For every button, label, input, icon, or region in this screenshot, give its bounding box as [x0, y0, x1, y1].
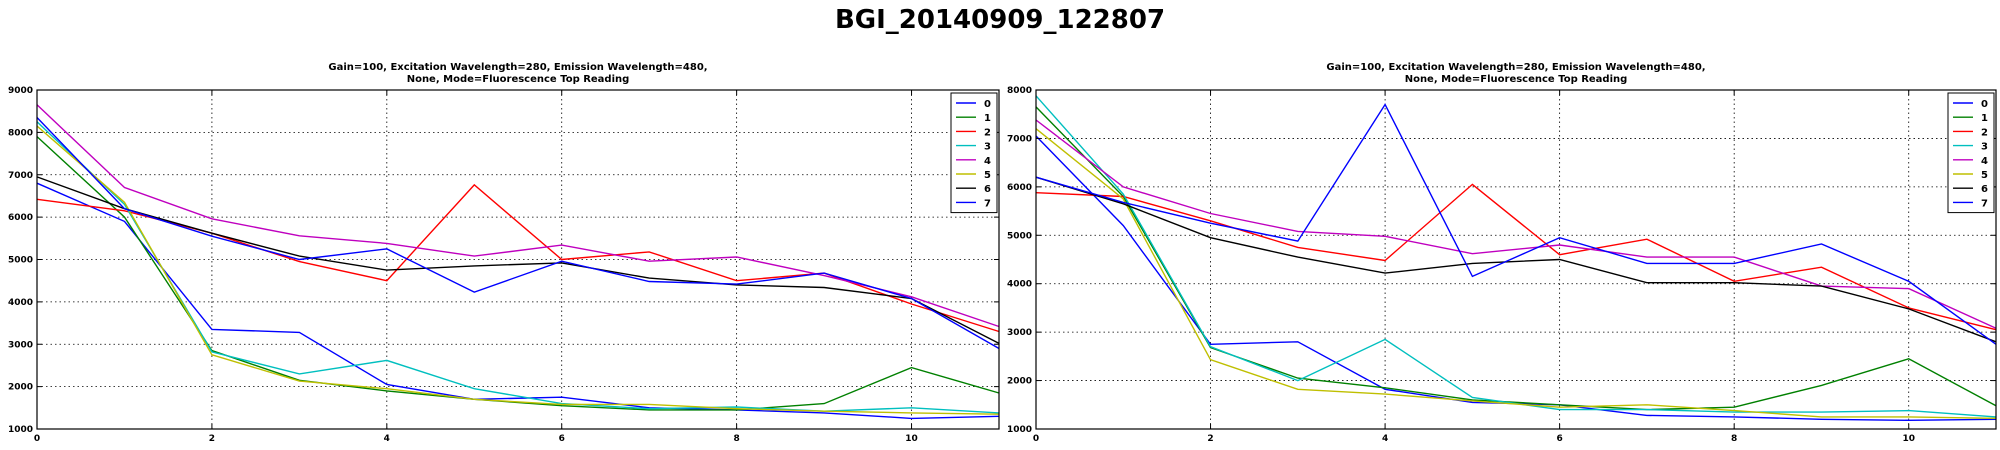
legend-box: [950, 92, 998, 214]
x-tick-label: 2: [1207, 434, 1213, 444]
legend-label-2: 2: [984, 127, 991, 138]
chart-panel-left: Gain=100, Excitation Wavelength=280, Emi…: [8, 62, 1000, 444]
legend-label-4: 4: [1981, 156, 1988, 167]
series-line-5: [1035, 128, 1997, 419]
y-tick-label: 1000: [8, 425, 33, 435]
plot-frame: [1035, 89, 1997, 430]
y-tick-label: 5000: [8, 256, 33, 266]
x-tick-label: 8: [734, 434, 740, 444]
legend-label-0: 0: [1981, 99, 1988, 110]
series-line-6: [36, 176, 1000, 345]
series-line-1: [36, 136, 1000, 411]
x-tick-label: 0: [1033, 434, 1039, 444]
legend-label-6: 6: [1981, 184, 1988, 195]
y-tick-label: 3000: [1007, 328, 1032, 338]
chart-title-line: None, Mode=Fluorescence Top Reading: [407, 74, 630, 85]
y-tick-label: 4000: [8, 298, 33, 308]
legend-label-6: 6: [984, 184, 991, 195]
x-tick-label: 0: [34, 434, 40, 444]
x-tick-label: 6: [559, 434, 565, 444]
series-line-0: [36, 182, 1000, 420]
series-line-7: [36, 117, 1000, 350]
x-tick-label: 4: [1382, 434, 1388, 444]
chart-panel-right: Gain=100, Excitation Wavelength=280, Emi…: [1007, 62, 1997, 444]
y-tick-label: 3000: [8, 340, 33, 350]
series-line-3: [36, 121, 1000, 414]
x-tick-label: 6: [1557, 434, 1563, 444]
y-tick-label: 8000: [1007, 86, 1032, 96]
legend-label-7: 7: [1981, 198, 1988, 209]
series-line-1: [1035, 106, 1997, 411]
legend-label-0: 0: [984, 99, 991, 110]
series-line-2: [1035, 183, 1997, 331]
x-tick-label: 10: [905, 434, 918, 444]
y-tick-label: 5000: [1007, 231, 1032, 241]
y-tick-label: 7000: [1007, 134, 1032, 144]
legend-label-5: 5: [984, 170, 991, 181]
series-line-7: [1035, 103, 1997, 345]
legend-label-3: 3: [1981, 142, 1988, 153]
legend-label-5: 5: [1981, 170, 1988, 181]
legend-label-4: 4: [984, 156, 991, 167]
legend-label-1: 1: [1981, 113, 1988, 124]
figure-title: BGI_20140909_122807: [835, 5, 1165, 35]
y-tick-label: 6000: [1007, 183, 1032, 193]
legend-label-2: 2: [1981, 127, 1988, 138]
legend-box: [1947, 92, 1995, 214]
chart-title-line: None, Mode=Fluorescence Top Reading: [1405, 74, 1628, 85]
legend-label-7: 7: [984, 198, 991, 209]
chart-title-line: Gain=100, Excitation Wavelength=280, Emi…: [328, 62, 707, 73]
series-line-2: [36, 183, 1000, 333]
y-tick-label: 4000: [1007, 280, 1032, 290]
series-line-4: [1035, 119, 1997, 329]
series-line-4: [36, 104, 1000, 328]
legend: 0 1 2 3 4 5 6 7: [950, 92, 998, 214]
y-tick-label: 6000: [8, 213, 33, 223]
y-tick-label: 2000: [8, 383, 33, 393]
y-tick-label: 1000: [1007, 425, 1032, 435]
series-line-6: [1035, 176, 1997, 343]
legend: 0 1 2 3 4 5 6 7: [1947, 92, 1995, 214]
y-tick-label: 7000: [8, 171, 33, 181]
y-tick-label: 2000: [1007, 377, 1032, 387]
series-line-0: [1035, 135, 1997, 422]
legend-label-1: 1: [984, 113, 991, 124]
x-tick-label: 2: [209, 434, 215, 444]
chart-title-line: Gain=100, Excitation Wavelength=280, Emi…: [1326, 62, 1705, 73]
y-tick-label: 9000: [8, 86, 33, 96]
x-tick-label: 4: [384, 434, 390, 444]
y-tick-label: 8000: [8, 128, 33, 138]
x-tick-label: 8: [1731, 434, 1737, 444]
legend-label-3: 3: [984, 142, 991, 153]
series-line-5: [36, 125, 1000, 415]
x-tick-label: 10: [1902, 434, 1915, 444]
